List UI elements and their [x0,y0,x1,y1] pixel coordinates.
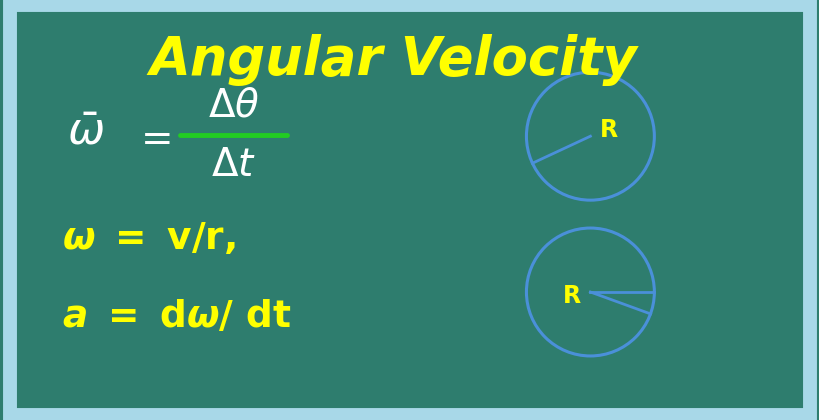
Text: $\bar{\omega}$: $\bar{\omega}$ [67,110,105,154]
Text: $\boldsymbol{a}$ $\boldsymbol{=}$ d$\boldsymbol{\omega}$/ dt: $\boldsymbol{a}$ $\boldsymbol{=}$ d$\bol… [61,299,291,335]
Text: $=$: $=$ [133,119,170,157]
Text: $\Delta t$: $\Delta t$ [211,146,256,184]
Text: R: R [599,118,617,142]
Text: R: R [563,284,581,308]
Text: Angular Velocity: Angular Velocity [150,34,636,86]
Text: $\boldsymbol{\omega}$ $\boldsymbol{=}$ v/r,: $\boldsymbol{\omega}$ $\boldsymbol{=}$ v… [61,220,235,257]
Text: $\Delta\theta$: $\Delta\theta$ [208,86,259,124]
